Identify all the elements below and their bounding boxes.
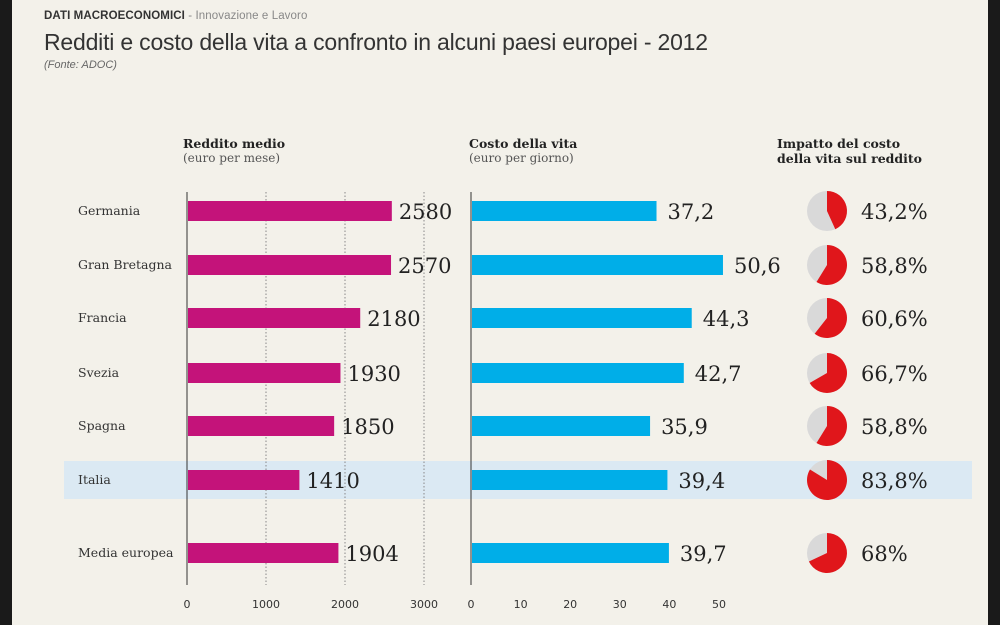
cost-value-spagna: 35,9: [661, 415, 708, 439]
impact-pie-italia: [807, 460, 848, 500]
impact-column-title-line2: della vita sul reddito: [777, 151, 922, 166]
section-name: DATI MACROECONOMICI: [44, 10, 185, 22]
country-label-gran-bretagna: Gran Bretagna: [78, 257, 173, 272]
cost-column-subtitle: (euro per giorno): [469, 151, 574, 165]
income-bar-francia: [188, 308, 361, 328]
cost-bar-germania: [472, 201, 657, 221]
infographic-panel: DATI MACROECONOMICI - Innovazione e Lavo…: [12, 0, 988, 625]
impact-value-germania: 43,2%: [861, 200, 928, 224]
country-label-svezia: Svezia: [78, 365, 120, 380]
impact-pie-slice-italia: [807, 460, 848, 500]
income-value-svezia: 1930: [347, 362, 400, 386]
impact-pie-slice-media-europea: [808, 533, 847, 573]
impact-pie-francia: [807, 298, 847, 339]
country-label-media-europea: Media europea: [78, 545, 174, 560]
cost-bar-spagna: [472, 416, 651, 436]
cost-bar-gran-bretagna: [472, 255, 723, 275]
cost-tick-label: 10: [514, 598, 528, 611]
impact-pie-slice-germania: [827, 191, 847, 230]
page-title: Redditi e costo della vita a confronto i…: [44, 29, 708, 55]
impact-pie-slice-svezia: [809, 353, 848, 393]
income-value-germania: 2580: [399, 200, 452, 224]
section-tag[interactable]: DATI MACROECONOMICI - Innovazione e Lavo…: [44, 10, 968, 22]
impact-value-svezia: 66,7%: [861, 362, 928, 386]
income-bar-media-europea: [188, 543, 339, 563]
income-column-header: Reddito medio (euro per mese): [183, 136, 285, 166]
country-label-francia: Francia: [78, 310, 127, 325]
income-value-media-europea: 1904: [345, 542, 398, 566]
income-bar-germania: [188, 201, 392, 221]
impact-value-gran-bretagna: 58,8%: [861, 254, 928, 278]
cost-value-svezia: 42,7: [695, 362, 742, 386]
cost-bar-italia: [472, 470, 668, 490]
income-value-italia: 1410: [306, 469, 359, 493]
cost-column-header: Costo della vita (euro per giorno): [469, 136, 577, 166]
chart-area: 0 1000 2000 3000 0 10 20 30 40 50 Germania 2580 37,2…: [64, 191, 972, 611]
impact-pie-slice-gran-bretagna: [816, 244, 848, 285]
header: DATI MACROECONOMICI - Innovazione e Lavo…: [44, 10, 968, 71]
cost-value-germania: 37,2: [668, 200, 715, 224]
country-label-italia: Italia: [78, 472, 111, 487]
cost-value-francia: 44,3: [703, 307, 750, 331]
income-bar-gran-bretagna: [188, 255, 392, 275]
cost-value-gran-bretagna: 50,6: [734, 254, 781, 278]
income-column-title: Reddito medio: [183, 136, 286, 151]
cost-tick-label: 40: [662, 598, 676, 611]
cost-tick-label: 0: [468, 598, 475, 611]
impact-pie-spagna: [807, 406, 848, 447]
country-label-germania: Germania: [78, 203, 141, 218]
income-column-subtitle: (euro per mese): [183, 151, 281, 165]
impact-value-italia: 83,8%: [861, 469, 928, 493]
impact-pie-germania: [807, 191, 847, 231]
income-value-gran-bretagna: 2570: [398, 254, 451, 278]
income-bar-italia: [188, 470, 300, 490]
cost-value-italia: 39,4: [678, 469, 725, 493]
impact-value-media-europea: 68%: [861, 542, 908, 566]
cost-column-title: Costo della vita: [469, 136, 578, 151]
page-source: (Fonte: ADOC): [44, 59, 117, 71]
cost-bar-francia: [472, 308, 692, 328]
income-value-spagna: 1850: [341, 415, 394, 439]
cost-tick-label: 50: [712, 598, 726, 611]
income-bar-spagna: [188, 416, 335, 436]
income-tick-label: 0: [184, 598, 191, 611]
impact-pie-svezia: [807, 353, 848, 393]
impact-pie-slice-francia: [814, 298, 847, 339]
income-bar-svezia: [188, 363, 341, 383]
income-tick-label: 2000: [331, 598, 359, 611]
impact-value-francia: 60,6%: [861, 307, 928, 331]
income-value-francia: 2180: [367, 307, 420, 331]
impact-column-header: Impatto del costo della vita sul reddito: [777, 136, 922, 166]
income-tick-label: 3000: [410, 598, 438, 611]
section-subtitle: - Innovazione e Lavoro: [184, 10, 308, 22]
impact-value-spagna: 58,8%: [861, 415, 928, 439]
cost-bar-media-europea: [472, 543, 669, 563]
impact-pie-slice-spagna: [816, 406, 848, 447]
impact-pie-media-europea: [807, 533, 847, 573]
income-tick-label: 1000: [252, 598, 280, 611]
cost-value-media-europea: 39,7: [680, 542, 727, 566]
country-label-spagna: Spagna: [78, 418, 126, 433]
cost-tick-label: 30: [613, 598, 627, 611]
impact-column-title-line1: Impatto del costo: [777, 136, 901, 151]
cost-tick-label: 20: [563, 598, 577, 611]
cost-bar-svezia: [472, 363, 684, 383]
impact-pie-gran-bretagna: [807, 244, 848, 285]
